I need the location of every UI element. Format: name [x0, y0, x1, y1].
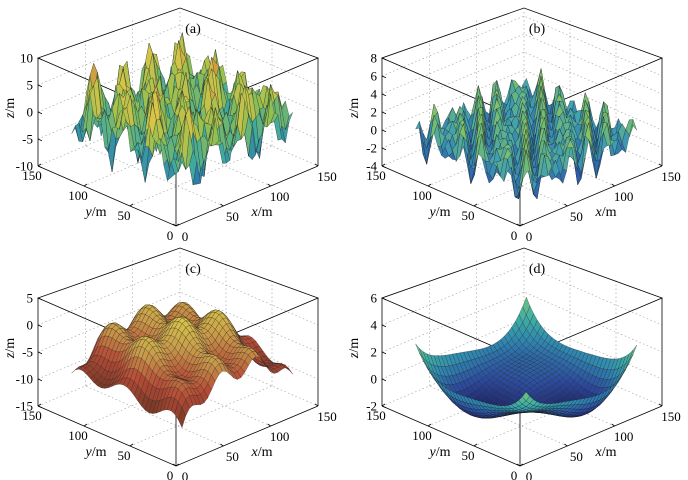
- y-axis-label: y/m: [84, 445, 107, 460]
- y-tick-label: 150: [22, 168, 42, 183]
- x-tick-label: 0: [182, 469, 189, 480]
- z-tick-label: -2: [366, 141, 377, 156]
- x-axis: 0 50 100 150: [516, 163, 681, 244]
- x-axis: 0 50 100 150: [516, 403, 681, 480]
- x-tick-label: 50: [570, 449, 583, 464]
- z-tick-label: 8: [371, 51, 378, 66]
- z-axis-label: z/m: [3, 98, 18, 119]
- y-tick-label: 150: [366, 408, 386, 423]
- y-tick-label: 100: [68, 188, 88, 203]
- x-tick-label: 50: [570, 209, 583, 224]
- y-tick-label: 150: [22, 408, 42, 423]
- z-tick-label: 0: [371, 372, 378, 387]
- x-tick-label: 100: [270, 189, 290, 204]
- y-axis-label: y/m: [84, 205, 107, 220]
- surface-mesh: [415, 296, 637, 419]
- panel-1: 8 6 4 2 0 -2 -4 0 50 100 150 0 50 100 150 z/m y/m x/m (b): [347, 7, 681, 244]
- z-axis: 8 6 4 2 0 -2 -4: [366, 51, 387, 174]
- y-tick-label: 50: [462, 208, 475, 223]
- y-axis: 0 50 100 150: [366, 163, 524, 243]
- z-axis-label: z/m: [347, 98, 362, 119]
- y-tick-label: 0: [167, 228, 174, 243]
- surface-patch: [522, 149, 530, 181]
- y-axis: 0 50 100 150: [366, 403, 524, 480]
- x-axis: 0 50 100 150: [172, 403, 337, 480]
- surface-patch: [178, 407, 186, 429]
- z-tick-label: 0: [27, 105, 34, 120]
- x-axis-label: x/m: [595, 445, 617, 460]
- z-tick-label: 0: [371, 123, 378, 138]
- z-tick-label: 4: [371, 87, 378, 102]
- y-tick-label: 0: [511, 468, 518, 480]
- surface-patch: [522, 391, 530, 402]
- surface-mesh: [415, 68, 637, 200]
- z-axis: 10 5 0 -5 -10: [16, 51, 43, 174]
- z-tick-label: 5: [27, 78, 34, 93]
- y-axis: 0 50 100 150: [22, 163, 180, 243]
- z-axis-label: z/m: [347, 338, 362, 359]
- surface-patch: [178, 115, 186, 162]
- x-tick-label: 50: [226, 449, 239, 464]
- y-tick-label: 50: [462, 448, 475, 463]
- x-tick-label: 150: [661, 409, 681, 424]
- z-tick-label: -15: [16, 399, 33, 414]
- z-tick-label: -4: [366, 159, 377, 174]
- y-tick-label: 100: [412, 428, 432, 443]
- surface-mesh: [71, 302, 293, 429]
- panel-label: (b): [529, 22, 546, 37]
- z-tick-label: -10: [16, 159, 33, 174]
- x-tick-label: 150: [317, 409, 337, 424]
- x-tick-label: 0: [526, 229, 533, 244]
- x-tick-label: 150: [661, 169, 681, 184]
- z-axis: 6 4 2 0 -2: [366, 291, 387, 414]
- z-tick-label: 4: [371, 318, 378, 333]
- x-axis-label: x/m: [251, 445, 273, 460]
- y-tick-label: 0: [167, 468, 174, 480]
- y-axis: 0 50 100 150: [22, 403, 180, 480]
- x-axis-label: x/m: [595, 205, 617, 220]
- panel-label: (d): [529, 262, 546, 277]
- y-tick-label: 100: [68, 428, 88, 443]
- z-tick-label: 0: [27, 318, 34, 333]
- z-tick-label: 5: [27, 291, 34, 306]
- panel-label: (c): [185, 262, 201, 277]
- y-tick-label: 100: [412, 188, 432, 203]
- z-tick-label: -5: [22, 345, 33, 360]
- y-axis-label: y/m: [428, 205, 451, 220]
- x-axis: 0 50 100 150: [172, 163, 337, 244]
- y-tick-label: 50: [118, 448, 131, 463]
- x-tick-label: 100: [614, 429, 634, 444]
- y-tick-label: 50: [118, 208, 131, 223]
- surface-mesh: [71, 32, 293, 186]
- x-tick-label: 0: [182, 229, 189, 244]
- y-tick-label: 0: [511, 228, 518, 243]
- x-tick-label: 0: [526, 469, 533, 480]
- x-tick-label: 50: [226, 209, 239, 224]
- z-tick-label: 6: [371, 69, 378, 84]
- z-axis-label: z/m: [3, 338, 18, 359]
- y-tick-label: 150: [366, 168, 386, 183]
- z-tick-label: 6: [371, 291, 378, 306]
- y-axis-label: y/m: [428, 445, 451, 460]
- z-axis: 5 0 -5 -10 -15: [16, 291, 43, 414]
- x-tick-label: 100: [614, 189, 634, 204]
- x-tick-label: 150: [317, 169, 337, 184]
- z-tick-label: 10: [20, 51, 33, 66]
- x-tick-label: 100: [270, 429, 290, 444]
- x-axis-label: x/m: [251, 205, 273, 220]
- panel-label: (a): [185, 22, 201, 37]
- z-tick-label: 2: [371, 345, 378, 360]
- panel-3: 6 4 2 0 -2 0 50 100 150 0 50 100 150 z/m y/m x/m (d): [347, 247, 681, 480]
- z-tick-label: -5: [22, 132, 33, 147]
- z-tick-label: 2: [371, 105, 378, 120]
- z-tick-label: -2: [366, 399, 377, 414]
- z-tick-label: -10: [16, 372, 33, 387]
